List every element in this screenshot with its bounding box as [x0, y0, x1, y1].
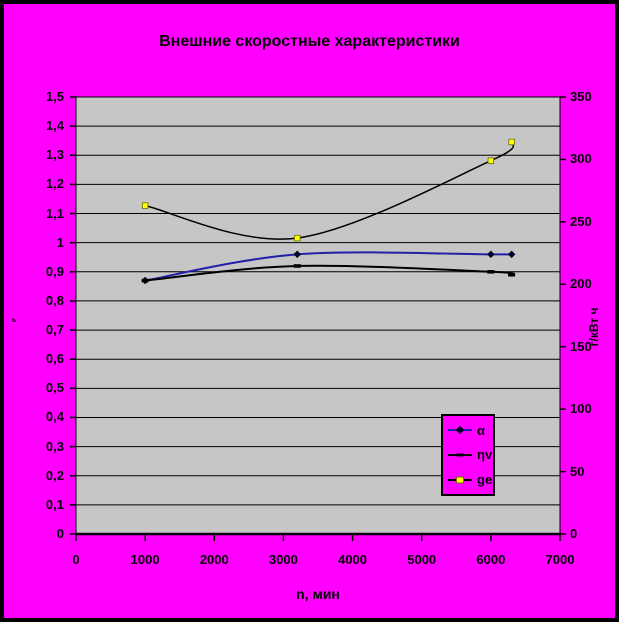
series-marker-α — [293, 250, 302, 259]
y-left-tick-label: 0,3 — [45, 438, 64, 454]
y-right-tick-label: 300 — [570, 151, 592, 167]
legend-marker-square-icon — [456, 476, 464, 484]
chart-title: Внешние скоростные характеристики — [159, 33, 460, 50]
x-tick-label: 3000 — [268, 552, 298, 567]
y-right-tick-label: 50 — [570, 463, 585, 479]
y-right-tick-label: 250 — [570, 213, 592, 229]
series-line-ηv — [145, 264, 515, 282]
series-marker-α — [507, 250, 516, 259]
legend: α ηv ge — [441, 414, 495, 496]
series-line-ge — [144, 141, 515, 240]
legend-label: ηv — [477, 447, 493, 463]
legend-line-sample — [448, 476, 472, 484]
y-right-tick-label: 350 — [570, 89, 592, 104]
y-left-tick-label: 1,2 — [45, 176, 64, 192]
y-left-tick-label: 1,1 — [45, 205, 64, 221]
x-tick-label: 6000 — [476, 552, 506, 567]
y-left-tick-label: 1,5 — [45, 89, 64, 104]
legend-item-alpha: α — [448, 418, 493, 442]
y-right-tick-label: 0 — [570, 526, 578, 541]
y-left-tick-label: 0,7 — [45, 322, 64, 338]
plot-canvas — [70, 96, 566, 541]
series-marker-α — [487, 250, 495, 259]
y-right-tick-label: 200 — [570, 276, 592, 292]
series-marker-ge — [508, 138, 515, 146]
legend-line-sample — [448, 426, 472, 435]
x-tick-label: 4000 — [338, 552, 368, 567]
y-right-tick-label: 150 — [570, 338, 592, 354]
x-axis-title: n, мин — [296, 586, 340, 602]
legend-item-nv: ηv — [448, 443, 493, 467]
y-left-tick-label: 0,8 — [45, 292, 64, 308]
x-tick-label: 1000 — [130, 552, 160, 567]
series-marker-ηv — [487, 270, 495, 274]
y-left-tick-label: 1 — [56, 234, 64, 250]
series-marker-ηv — [508, 272, 516, 277]
x-tick-label: 2000 — [199, 552, 229, 567]
y-right-tick-label: 100 — [570, 401, 592, 417]
legend-label: α — [477, 422, 485, 438]
y-left-tick-label: 0,6 — [45, 351, 64, 367]
series-marker-ge — [294, 234, 301, 242]
series-marker-ge — [141, 202, 149, 209]
y-left-tick-label: 0 — [56, 526, 64, 541]
x-tick-label: 0 — [72, 552, 80, 567]
legend-label: ge — [477, 472, 493, 488]
left-axis-title: ь — [12, 317, 17, 324]
x-tick-label: 7000 — [545, 552, 575, 567]
x-tick-label: 5000 — [407, 552, 437, 567]
y-left-tick-label: 1,4 — [45, 118, 64, 134]
legend-item-ge: ge — [448, 468, 493, 492]
series-marker-ge — [487, 157, 495, 164]
y-left-tick-label: 0,5 — [45, 380, 64, 396]
y-left-tick-label: 0,2 — [45, 467, 64, 483]
y-left-tick-label: 1,3 — [45, 147, 64, 163]
legend-marker-dash-icon — [456, 453, 464, 457]
y-left-tick-label: 0,1 — [45, 496, 64, 512]
legend-marker-diamond-icon — [455, 426, 465, 435]
legend-line-sample — [448, 453, 472, 457]
series-marker-ηv — [141, 278, 149, 283]
y-left-tick-label: 0,4 — [45, 409, 64, 425]
y-left-tick-label: 0,9 — [45, 263, 64, 279]
series-marker-ηv — [293, 264, 301, 268]
